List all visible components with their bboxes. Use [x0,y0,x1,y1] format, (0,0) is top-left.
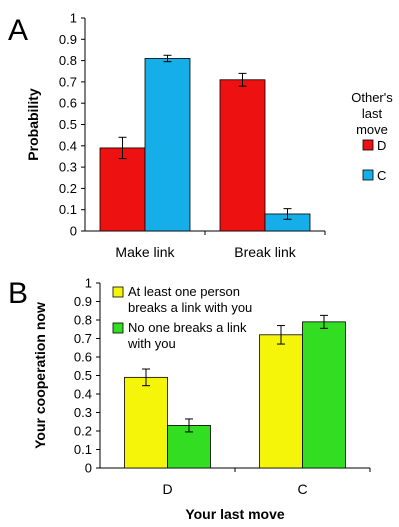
y-tick-label: 0.7 [74,331,92,346]
x-tick-label: Make link [115,244,175,260]
y-tick-label: 1 [70,11,77,26]
legend-swatch [112,322,124,334]
legend-swatch [362,169,374,181]
y-tick-label: 0 [85,461,92,476]
legend-label: C [377,168,386,183]
y-tick-label: 1 [85,276,92,291]
x-tick-label: Break link [234,244,296,260]
bar [259,334,303,469]
y-tick-label: 0.1 [74,442,92,457]
legend-label: D [377,138,386,153]
x-axis-label: Your last move [185,506,285,522]
y-tick-label: 0.4 [59,138,77,153]
y-tick-label: 0.8 [59,53,77,68]
legend-label: No one breaks a link with you [127,320,247,351]
legend-title: Other's [351,90,393,105]
legend-label-line: No one breaks a link [128,320,247,335]
y-tick-label: 0.8 [74,313,92,328]
x-tick-label: D [162,481,172,497]
y-tick-label: 0.1 [59,202,77,217]
x-tick-label: C [297,481,307,497]
y-tick-label: 0.5 [59,117,77,132]
bar [144,58,191,232]
bar [99,147,146,232]
panel-letter: B [8,277,28,310]
panel-letter: A [8,14,28,47]
y-tick-label: 0.2 [59,181,77,196]
y-tick-label: 0.6 [74,350,92,365]
y-tick-label: 0.4 [74,387,92,402]
y-tick-label: 0 [70,224,77,239]
y-axis-label: Your cooperation now [32,302,48,449]
bar [167,425,211,469]
y-tick-label: 0.7 [59,74,77,89]
panel-a-chart: A 0 0.1 0.2 0.3 0.4 0.5 0.6 0.7 0.8 0.9 1 Probabilit… [8,11,393,261]
bar [302,321,346,469]
y-tick-label: 0.2 [74,424,92,439]
bar [219,79,266,232]
legend-label-line: At least one person [128,284,240,299]
legend-label-line: breaks a link with you [128,300,252,315]
y-tick-label: 0.3 [59,160,77,175]
legend-label-line: with you [127,336,176,351]
legend-label: At least one person breaks a link with yo… [128,284,252,315]
legend-swatch [362,139,374,151]
y-tick-label: 0.9 [74,294,92,309]
panel-b-chart: B 0 0.1 0.2 0.3 0.4 0.5 0.6 0.7 0.8 0.9 1 Your coope… [8,276,371,522]
bar [124,376,168,469]
y-tick-label: 0.3 [74,405,92,420]
legend-title: move [356,122,388,137]
y-tick-label: 0.6 [59,96,77,111]
legend-swatch [112,286,124,298]
legend-title: last [362,106,383,121]
y-axis-label: Probability [25,88,41,161]
y-tick-label: 0.5 [74,368,92,383]
y-tick-label: 0.9 [59,32,77,47]
